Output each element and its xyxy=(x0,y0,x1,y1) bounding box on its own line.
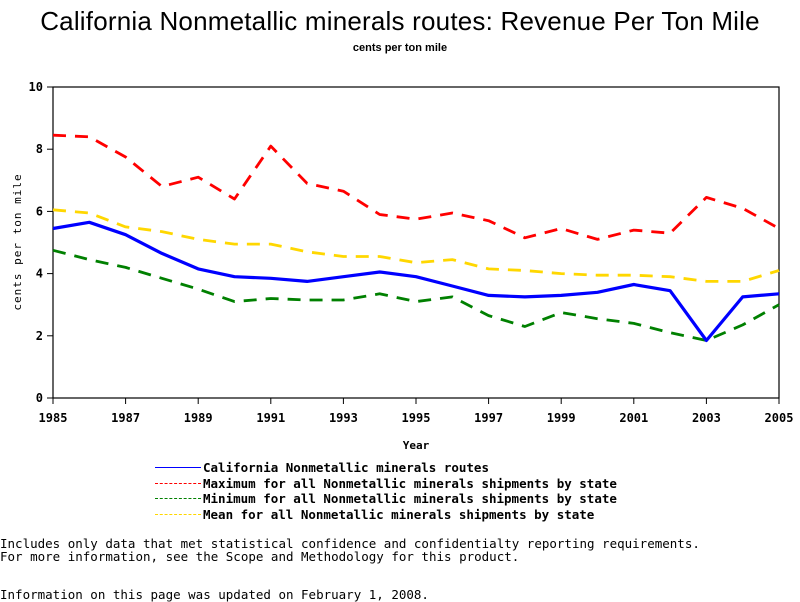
plot-frame xyxy=(52,86,780,399)
legend-swatch xyxy=(155,513,201,515)
series-line-california-nonmetallic-minerals-routes xyxy=(52,220,780,343)
line-chart: 0 2 4 6 8 10 1985 1987 1989 1991 1993 1995 1997 1999 2… xyxy=(11,80,794,452)
legend-label: California Nonmetallic minerals routes xyxy=(203,460,489,476)
x-tick-label: 1995 xyxy=(402,411,431,425)
x-tick-label: 1997 xyxy=(474,411,503,425)
axes: 0 2 4 6 8 10 1985 1987 1989 1991 1993 1995 1997 1999 2… xyxy=(29,80,794,425)
legend-item: Maximum for all Nonmetallic minerals shi… xyxy=(155,476,617,492)
legend-swatch xyxy=(155,482,201,484)
footnote-confidence: Includes only data that met statistical … xyxy=(0,536,700,551)
legend-label: Minimum for all Nonmetallic minerals shi… xyxy=(203,491,617,507)
y-tick-label: 0 xyxy=(36,391,43,405)
x-tick-label: 2001 xyxy=(619,411,648,425)
legend: California Nonmetallic minerals routes Ma… xyxy=(155,460,617,522)
legend-swatch xyxy=(155,498,201,500)
y-tick-label: 4 xyxy=(36,267,43,281)
x-tick-label: 2003 xyxy=(692,411,721,425)
y-tick-label: 2 xyxy=(36,329,43,343)
series-layer xyxy=(52,133,780,343)
footnote-updated: Information on this page was updated on … xyxy=(0,587,429,602)
legend-swatch xyxy=(155,467,201,469)
series-line-mean-for-all-nonmetallic-minerals-shipments-by-state xyxy=(52,208,780,283)
x-tick-label: 1985 xyxy=(39,411,68,425)
x-tick-label: 1987 xyxy=(111,411,140,425)
legend-item: Mean for all Nonmetallic minerals shipme… xyxy=(155,507,617,523)
y-axis-title: cents per ton mile xyxy=(11,173,24,310)
legend-label: Mean for all Nonmetallic minerals shipme… xyxy=(203,506,595,522)
x-tick-label: 1999 xyxy=(547,411,576,425)
footnote-methodology: For more information, see the Scope and … xyxy=(0,549,520,564)
y-tick-label: 10 xyxy=(29,80,43,94)
legend-item: Minimum for all Nonmetallic minerals shi… xyxy=(155,491,617,507)
series-line-minimum-for-all-nonmetallic-minerals-shipments-by-state xyxy=(52,248,780,342)
x-tick-label: 2005 xyxy=(765,411,794,425)
legend-item: California Nonmetallic minerals routes xyxy=(155,460,617,476)
chart-subtitle: cents per ton mile xyxy=(352,42,448,54)
legend-label: Maximum for all Nonmetallic minerals shi… xyxy=(203,475,617,491)
y-tick-label: 6 xyxy=(36,204,43,218)
chart-title: California Nonmetallic minerals routes: … xyxy=(40,6,760,36)
x-tick-label: 1989 xyxy=(184,411,213,425)
x-axis-title: Year xyxy=(403,439,430,452)
x-tick-label: 1993 xyxy=(329,411,358,425)
x-tick-label: 1991 xyxy=(256,411,285,425)
series-line-maximum-for-all-nonmetallic-minerals-shipments-by-state xyxy=(52,133,780,241)
y-tick-label: 8 xyxy=(36,142,43,156)
